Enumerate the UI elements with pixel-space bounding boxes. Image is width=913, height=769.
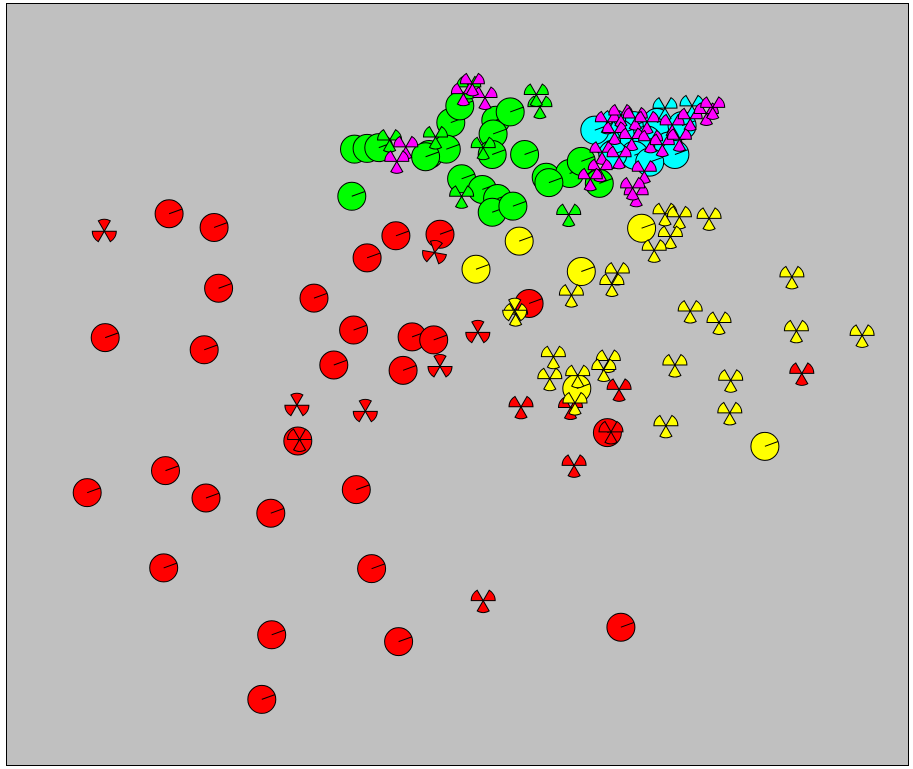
data-point-green-fan <box>422 125 449 150</box>
data-point-red-fan <box>284 392 310 417</box>
data-point-yellow-fan <box>657 225 683 249</box>
data-point-red-disc <box>388 355 418 385</box>
data-point-magenta-fan <box>700 96 726 120</box>
data-point-red-fan <box>508 395 534 420</box>
data-point-green-disc <box>495 97 525 127</box>
data-point-magenta-fan <box>620 176 646 201</box>
data-point-red-fan <box>91 218 117 243</box>
data-point-magenta-fan <box>577 167 603 192</box>
data-point-green-disc <box>510 139 540 169</box>
data-point-yellow-fan <box>502 297 528 322</box>
data-point-yellow-fan <box>591 358 617 382</box>
data-point-yellow-disc <box>627 213 657 243</box>
data-point-red-fan <box>352 398 378 423</box>
data-point-red-disc <box>299 283 329 313</box>
data-point-red-disc <box>247 684 277 714</box>
data-point-red-disc <box>352 243 382 273</box>
data-point-green-fan <box>523 83 549 107</box>
data-point-red-fan <box>465 319 491 344</box>
data-point-yellow-fan <box>717 401 743 426</box>
data-point-yellow-fan <box>783 319 809 344</box>
data-point-red-disc <box>319 350 349 380</box>
data-marks <box>72 72 875 714</box>
data-point-yellow-fan <box>653 414 679 439</box>
data-point-yellow-fan <box>562 391 588 416</box>
data-point-green-disc <box>534 168 564 198</box>
data-point-red-disc <box>199 212 229 242</box>
data-point-yellow-disc <box>504 226 534 256</box>
data-point-yellow-fan <box>779 265 805 290</box>
data-point-red-fan <box>427 354 453 378</box>
data-point-red-disc <box>151 456 180 486</box>
data-point-red-disc <box>606 612 636 642</box>
data-point-yellow-fan <box>662 353 688 378</box>
data-point-red-fan <box>422 240 447 265</box>
data-point-magenta-fan <box>459 72 485 97</box>
data-point-magenta-fan <box>384 150 410 174</box>
data-point-red-disc <box>384 627 414 657</box>
data-point-yellow-fan <box>696 207 722 231</box>
data-point-red-fan <box>606 378 632 402</box>
data-point-yellow-fan <box>718 369 744 393</box>
data-point-green-disc <box>411 142 441 172</box>
data-point-green-fan <box>449 185 475 209</box>
data-point-green-disc <box>478 119 508 149</box>
data-point-red-fan <box>561 454 587 478</box>
data-point-yellow-fan <box>706 311 732 335</box>
data-point-green-disc <box>498 191 528 221</box>
data-point-green-fan <box>377 128 403 153</box>
data-point-magenta-fan <box>634 110 660 135</box>
data-point-green-fan <box>556 203 582 227</box>
data-point-red-disc <box>419 325 449 355</box>
data-point-red-fan <box>470 589 496 614</box>
data-point-magenta-fan <box>606 145 632 170</box>
data-point-yellow-fan <box>849 324 875 348</box>
data-point-yellow-disc <box>566 257 596 287</box>
data-point-red-disc <box>191 483 221 513</box>
data-point-red-disc <box>204 273 234 303</box>
data-point-magenta-fan <box>649 133 675 158</box>
data-point-cyan-fan <box>652 97 678 121</box>
data-point-yellow-disc <box>461 254 491 284</box>
data-point-red-disc <box>357 554 387 584</box>
data-point-yellow-fan <box>641 239 667 263</box>
data-point-yellow-fan <box>677 299 703 324</box>
data-point-yellow-disc <box>750 431 780 461</box>
data-point-red-disc <box>381 221 411 251</box>
data-point-yellow-fan <box>558 284 584 308</box>
data-point-green-disc <box>337 181 367 211</box>
data-point-green-fan <box>470 136 496 161</box>
data-point-red-fan <box>287 428 313 452</box>
data-point-magenta-fan <box>666 128 692 152</box>
data-point-red-disc <box>257 620 287 650</box>
data-point-red-disc <box>339 315 369 345</box>
data-point-red-disc <box>149 553 179 583</box>
data-point-yellow-fan <box>537 367 563 392</box>
data-point-red-disc <box>341 475 371 505</box>
data-point-yellow-fan <box>565 364 591 389</box>
data-point-red-fan <box>789 362 815 386</box>
data-point-yellow-fan <box>540 345 566 370</box>
data-point-red-disc <box>90 323 120 353</box>
data-point-red-disc <box>256 498 286 528</box>
data-point-red-fan <box>598 420 624 445</box>
data-point-red-disc <box>154 199 184 229</box>
data-point-red-disc <box>72 478 102 508</box>
data-point-yellow-fan <box>599 273 625 297</box>
data-point-red-disc <box>189 335 219 365</box>
